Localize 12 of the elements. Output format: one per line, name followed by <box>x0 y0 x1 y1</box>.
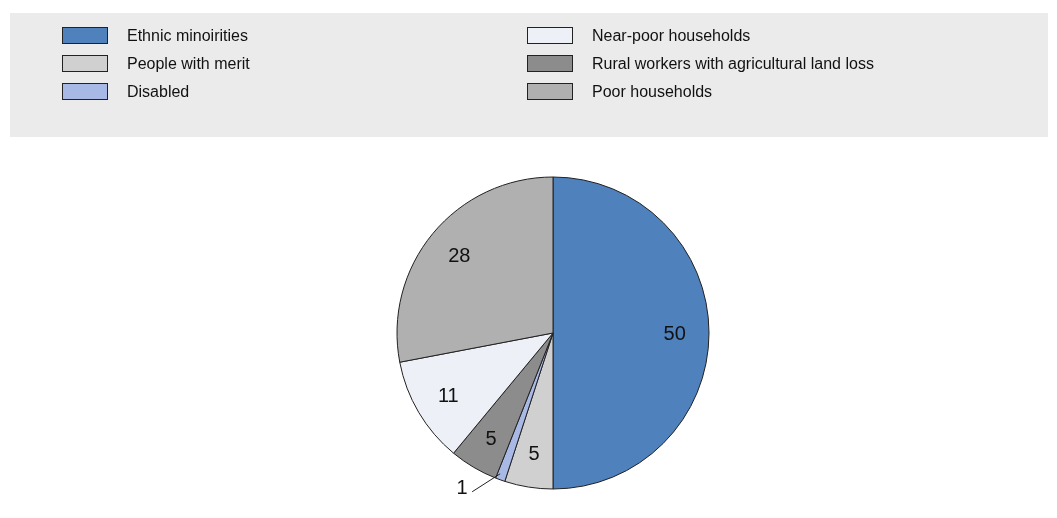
legend-label: Ethnic minoirities <box>127 27 248 44</box>
data-label: 11 <box>437 383 459 406</box>
legend-label: Poor households <box>592 83 713 100</box>
legend-label: Rural workers with agricultural land loss <box>592 55 874 72</box>
data-label: 28 <box>448 244 471 267</box>
data-label: 5 <box>485 426 497 449</box>
data-label: 5 <box>528 442 540 465</box>
data-label: 1 <box>456 475 468 498</box>
legend-label: People with merit <box>127 55 251 72</box>
data-label: 50 <box>663 322 686 344</box>
legend-label: Near-poor households <box>592 27 751 44</box>
legend-label: Disabled <box>127 83 190 100</box>
